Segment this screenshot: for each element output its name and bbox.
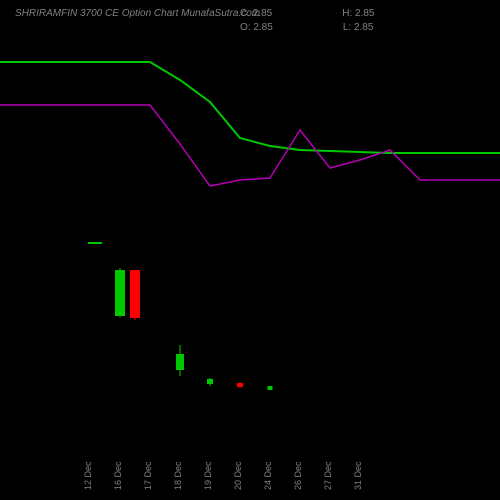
ohlc-bottom-row: O: 2.85 L: 2.85: [240, 22, 373, 33]
x-axis-label: 31 Dec: [353, 461, 363, 490]
x-axis-labels: 12 Dec 16 Dec 17 Dec 18 Dec 19 Dec 20 Dec 24 D…: [0, 440, 500, 490]
x-axis-label: 16 Dec: [113, 461, 123, 490]
x-axis-label: 18 Dec: [173, 461, 183, 490]
x-axis-label: 26 Dec: [293, 461, 303, 490]
price-chart: [0, 0, 500, 440]
x-axis-label: 17 Dec: [143, 461, 153, 490]
x-axis-label: 27 Dec: [323, 461, 333, 490]
chart-title: SHRIRAMFIN 3700 CE Option Chart MunafaSu…: [15, 8, 260, 19]
ohlc-top-row: C: 2.85 H: 2.85: [240, 8, 375, 19]
open-value: O: 2.85: [240, 22, 273, 33]
x-axis-label: 20 Dec: [233, 461, 243, 490]
x-axis-label: 24 Dec: [263, 461, 273, 490]
low-value: L: 2.85: [343, 22, 374, 33]
high-value: H: 2.85: [342, 8, 374, 19]
x-axis-label: 12 Dec: [83, 461, 93, 490]
legend-dash-icon: [88, 242, 102, 244]
close-value: C: 2.85: [240, 8, 272, 19]
x-axis-label: 19 Dec: [203, 461, 213, 490]
